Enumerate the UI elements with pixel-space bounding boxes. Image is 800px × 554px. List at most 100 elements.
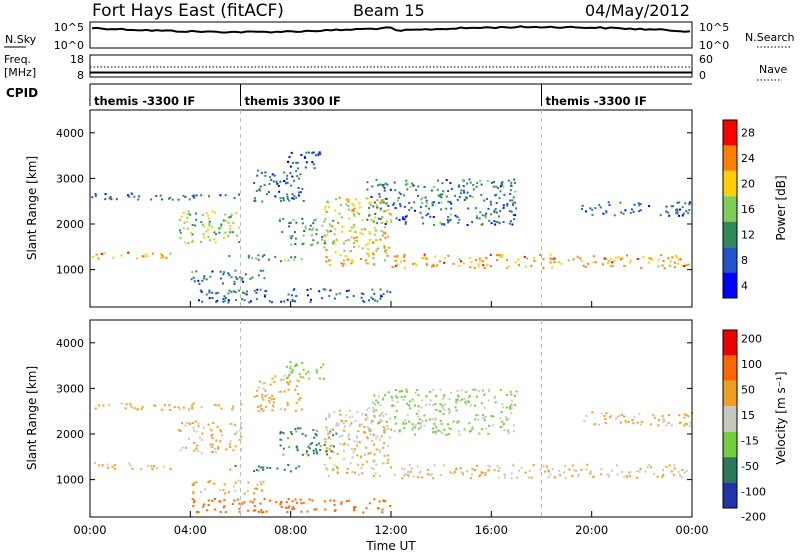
echo-cell: [213, 482, 216, 485]
echo-cell: [263, 295, 266, 298]
echo-cell: [381, 411, 384, 414]
echo-cell: [413, 426, 416, 429]
echo-cell: [436, 188, 439, 191]
echo-cell: [276, 467, 279, 470]
echo-cell: [257, 258, 260, 261]
echo-cell: [222, 219, 225, 222]
echo-cell: [315, 369, 318, 372]
echo-cell: [387, 235, 390, 238]
echo-cell: [317, 153, 320, 155]
echo-cell: [500, 183, 503, 185]
echo-cell: [339, 413, 342, 416]
echo-cell: [179, 449, 182, 452]
echo-cell: [379, 183, 382, 186]
echo-cell: [390, 219, 392, 222]
x-tick-label: 12:00: [374, 523, 407, 537]
echo-cell: [268, 182, 271, 185]
echo-cell: [223, 271, 226, 274]
echo-cell: [263, 498, 266, 500]
echo-cell: [288, 222, 291, 224]
echo-cell: [334, 228, 337, 231]
echo-cell: [467, 401, 470, 404]
echo-cell: [364, 414, 367, 417]
echo-cell: [288, 225, 291, 228]
echo-cell: [101, 464, 104, 467]
echo-cell: [354, 506, 357, 508]
echo-cell: [360, 228, 363, 231]
echo-cell: [405, 214, 408, 217]
echo-cell: [274, 255, 277, 258]
echo-cell: [609, 258, 612, 261]
echo-cell: [243, 492, 246, 495]
echo-cell: [353, 207, 356, 210]
echo-cell: [437, 194, 440, 197]
echo-cell: [411, 467, 413, 470]
echo-cell: [336, 471, 339, 474]
echo-cell: [327, 230, 330, 233]
echo-cell: [373, 415, 376, 417]
echo-cell: [384, 252, 387, 255]
echo-cell: [217, 445, 220, 448]
echo-cell: [364, 228, 366, 231]
echo-cell: [207, 236, 210, 238]
echo-cell: [329, 428, 332, 431]
echo-cell: [404, 215, 407, 218]
echo-cell: [482, 416, 485, 419]
echo-cell: [294, 256, 297, 259]
echo-cell: [650, 258, 653, 261]
echo-cell: [133, 195, 136, 198]
echo-cell: [295, 446, 298, 449]
echo-cell: [608, 416, 611, 419]
echo-cell: [677, 258, 680, 261]
echo-cell: [402, 194, 405, 197]
colorbar-segment: [723, 355, 737, 381]
echo-cell: [487, 464, 490, 467]
echo-cell: [469, 266, 472, 269]
echo-cell: [168, 404, 171, 407]
echo-cell: [493, 211, 496, 214]
echo-cell: [584, 265, 587, 268]
echo-cell: [195, 212, 197, 215]
echo-cell: [303, 230, 306, 232]
echo-cell: [264, 395, 267, 398]
echo-cell: [375, 463, 378, 466]
echo-cell: [365, 446, 368, 449]
echo-cell: [129, 465, 132, 468]
echo-cell: [423, 424, 426, 427]
echo-cell: [354, 420, 357, 423]
echo-cell: [255, 257, 258, 260]
echo-cell: [387, 444, 390, 447]
echo-cell: [668, 214, 671, 217]
echo-cell: [268, 401, 271, 404]
echo-cell: [321, 238, 323, 241]
echo-cell: [216, 299, 219, 302]
echo-cell: [283, 171, 286, 174]
echo-cell: [324, 208, 327, 211]
echo-cell: [443, 394, 445, 397]
echo-cell: [112, 256, 115, 259]
echo-cell: [291, 500, 294, 503]
echo-cell: [221, 434, 224, 437]
echo-cell: [360, 455, 362, 458]
echo-cell: [192, 483, 195, 486]
echo-cell: [629, 471, 632, 474]
echo-cell: [502, 406, 505, 409]
echo-cell: [458, 433, 461, 436]
echo-cell: [432, 263, 435, 266]
echo-cell: [312, 163, 315, 166]
y-tick-label: 1000: [56, 264, 84, 277]
echo-cell: [335, 198, 337, 201]
echo-cell: [192, 482, 195, 485]
echo-cell: [437, 201, 440, 204]
echo-cell: [295, 161, 298, 164]
echo-cell: [539, 468, 542, 471]
echo-cell: [589, 207, 592, 210]
echo-cell: [236, 277, 239, 280]
echo-cell: [492, 424, 495, 427]
echo-cell: [296, 379, 298, 382]
echo-cell: [502, 423, 505, 425]
echo-cell: [154, 404, 157, 407]
echo-cell: [326, 453, 329, 456]
echo-cell: [640, 266, 643, 269]
echo-cell: [456, 198, 459, 201]
